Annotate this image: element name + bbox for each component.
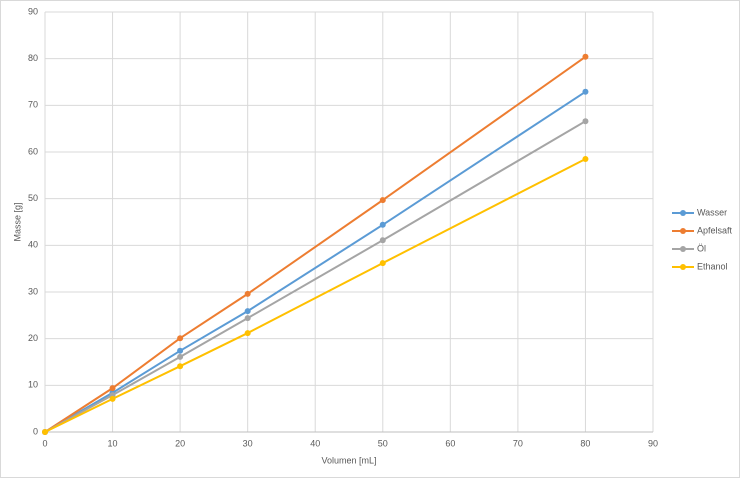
x-tick-label: 70 — [513, 438, 523, 448]
y-axis-title: Masse [g] — [12, 202, 22, 241]
legend-label: Apfelsaft — [697, 225, 733, 235]
y-tick-label: 40 — [28, 240, 38, 250]
y-tick-label: 60 — [28, 146, 38, 156]
x-tick-label: 30 — [243, 438, 253, 448]
data-point — [42, 429, 48, 435]
data-point — [582, 118, 589, 125]
legend-marker — [680, 246, 686, 252]
data-point — [244, 290, 251, 297]
data-point — [177, 335, 184, 342]
x-tick-label: 40 — [310, 438, 320, 448]
series-line — [44, 90, 586, 433]
data-point — [177, 363, 184, 370]
legend-label: Öl — [697, 243, 706, 253]
y-tick-label: 70 — [28, 100, 38, 110]
series-line — [44, 55, 587, 433]
data-point — [379, 260, 386, 267]
y-tick-label: 90 — [28, 6, 38, 16]
y-tick-label: 50 — [28, 193, 38, 203]
data-point — [244, 315, 251, 322]
y-tick-label: 30 — [28, 286, 38, 296]
x-tick-label: 80 — [580, 438, 590, 448]
x-axis-title: Volumen [mL] — [321, 455, 376, 465]
data-point — [582, 88, 589, 95]
series-line — [44, 120, 586, 433]
data-point — [379, 197, 386, 204]
data-point — [177, 353, 184, 360]
legend-marker — [680, 228, 686, 234]
x-tick-label: 50 — [378, 438, 388, 448]
data-point — [109, 395, 116, 402]
legend-marker — [680, 210, 686, 216]
series-line — [44, 158, 586, 433]
x-tick-label: 0 — [42, 438, 47, 448]
x-tick-label: 20 — [175, 438, 185, 448]
x-tick-label: 10 — [108, 438, 118, 448]
y-tick-label: 80 — [28, 53, 38, 63]
legend-label: Wasser — [697, 207, 727, 217]
y-tick-label: 20 — [28, 333, 38, 343]
data-point — [109, 385, 116, 392]
data-point — [244, 330, 251, 337]
y-tick-label: 0 — [33, 426, 38, 436]
legend-label: Ethanol — [697, 261, 728, 271]
data-point — [379, 237, 386, 244]
data-point — [177, 347, 184, 354]
data-point — [582, 156, 589, 162]
x-tick-label: 60 — [445, 438, 455, 448]
data-point — [582, 53, 589, 60]
legend-marker — [680, 264, 686, 270]
data-point — [379, 221, 386, 228]
y-tick-label: 10 — [28, 380, 38, 390]
x-tick-label: 90 — [648, 438, 658, 448]
data-point — [244, 308, 251, 315]
